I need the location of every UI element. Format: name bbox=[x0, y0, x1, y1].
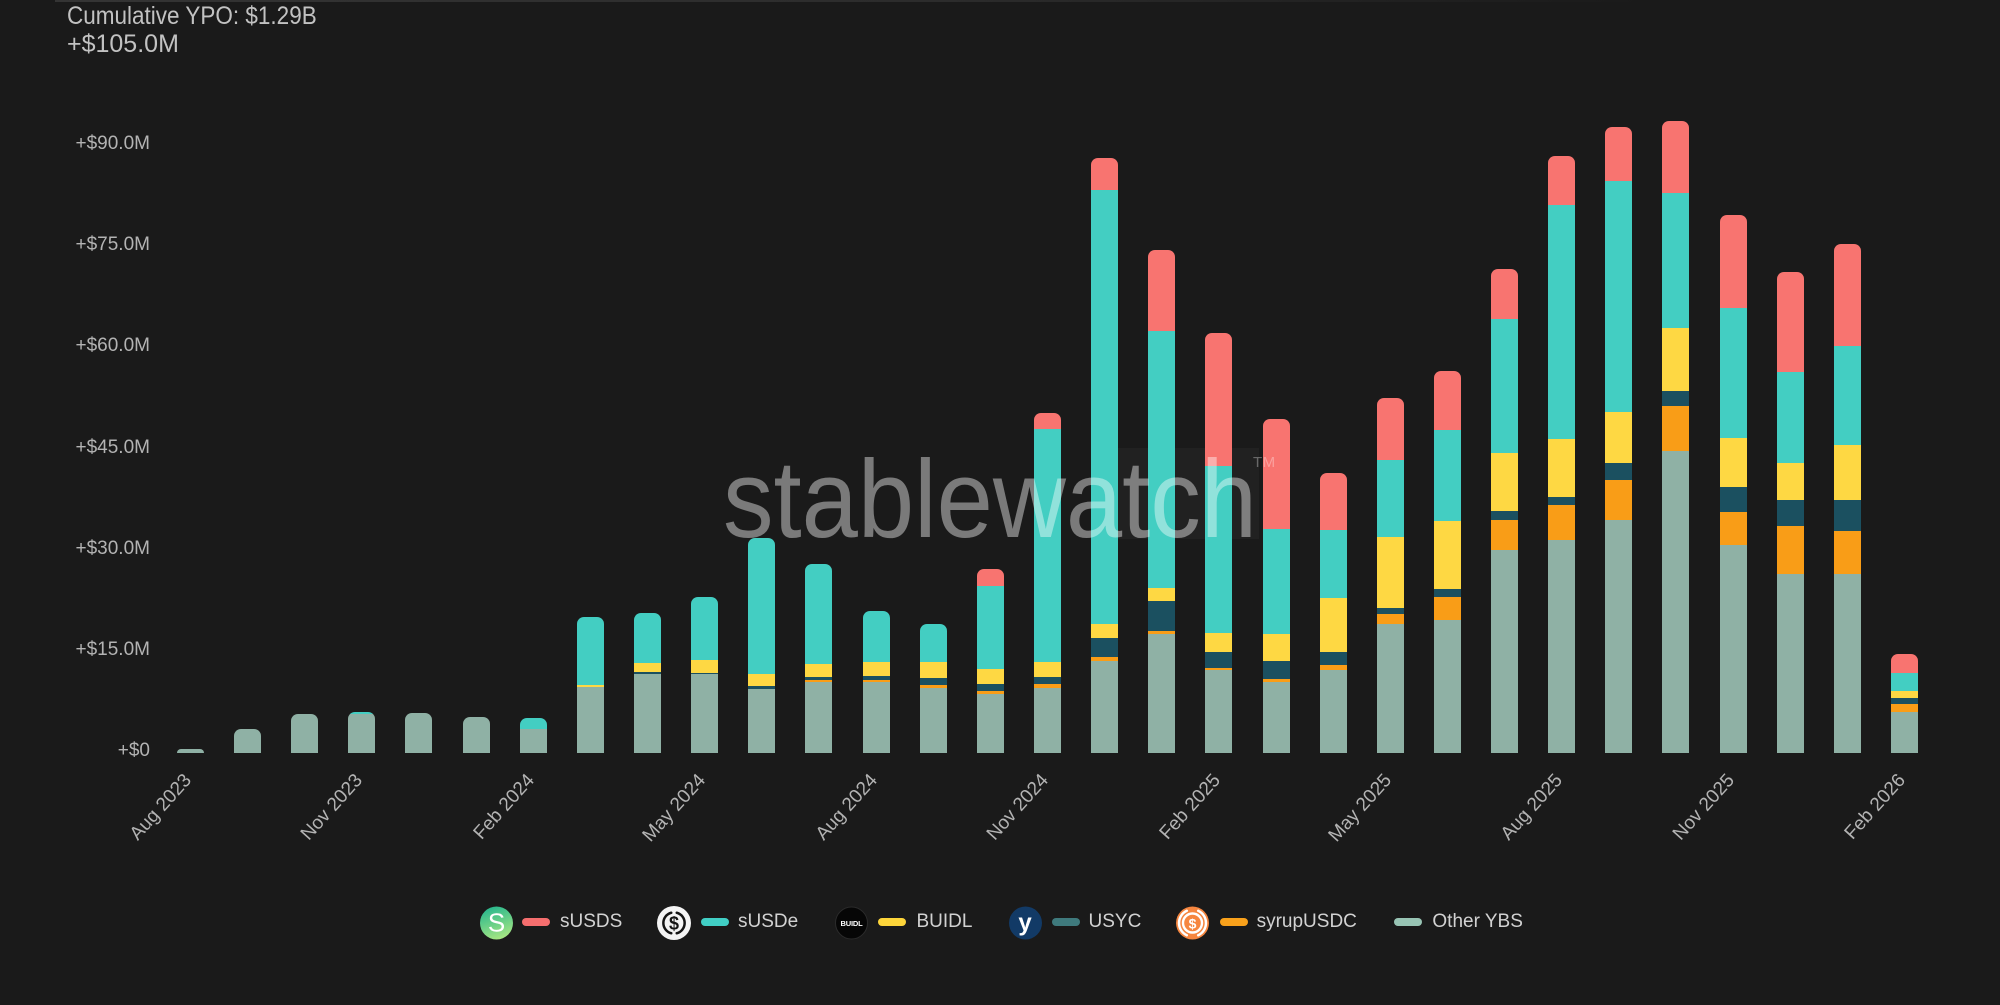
svg-text:$: $ bbox=[668, 914, 678, 934]
svg-text:y: y bbox=[1018, 910, 1032, 937]
svg-text:stablewatch: stablewatch bbox=[723, 438, 1257, 561]
svg-text:S: S bbox=[488, 908, 505, 938]
svg-text:TM: TM bbox=[1253, 454, 1276, 471]
svg-text:BUIDL: BUIDL bbox=[841, 919, 864, 928]
svg-text:$: $ bbox=[1188, 916, 1196, 932]
